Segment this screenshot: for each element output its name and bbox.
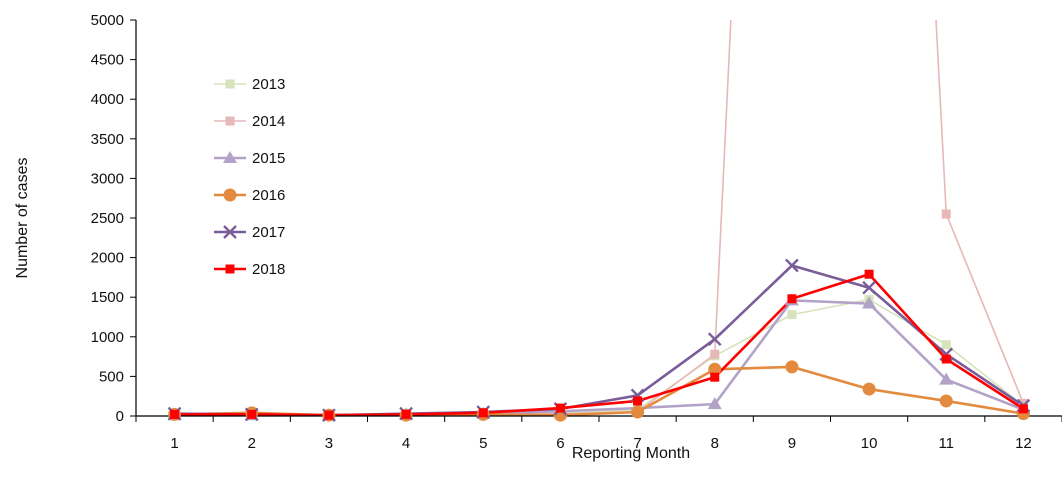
legend-swatch-marker (223, 225, 237, 239)
legend-swatch-marker (225, 264, 235, 274)
data-point-2018 (324, 410, 334, 420)
legend-item-2015: 2015 (214, 150, 285, 167)
x-tick-label: 7 (633, 435, 641, 452)
data-point-2018 (941, 354, 951, 364)
data-point-2018 (864, 269, 874, 279)
legend-swatch-marker (223, 151, 237, 163)
x-tick-label: 9 (788, 435, 796, 452)
legend-label: 2018 (252, 261, 285, 278)
series-line-2015 (174, 299, 1024, 417)
data-point-2018 (401, 409, 411, 419)
y-tick-label: 0 (116, 408, 124, 425)
data-point-2016 (939, 394, 953, 408)
legend-item-2017: 2017 (214, 224, 285, 241)
legend-swatch-marker (225, 79, 235, 89)
data-point-2015 (862, 296, 877, 309)
y-axis-title: Number of cases (14, 158, 31, 279)
legend: 2013 2014 2015 2016 2017 2018 (214, 76, 285, 278)
data-point-2018 (170, 409, 180, 419)
legend-item-2013: 2013 (214, 76, 285, 93)
x-tick-label: 5 (479, 435, 487, 452)
data-point-2014 (941, 209, 951, 219)
series-line-2016 (174, 365, 1024, 417)
x-tick-label: 4 (402, 435, 410, 452)
y-tick-label: 1000 (91, 329, 124, 346)
legend-label: 2013 (252, 76, 285, 93)
data-point-2018 (710, 372, 720, 382)
y-tick-label: 4000 (91, 91, 124, 108)
data-point-2016 (631, 405, 645, 419)
data-point-2017 (707, 332, 722, 347)
x-tick-label: 12 (1015, 435, 1032, 452)
legend-item-2014: 2014 (214, 113, 285, 130)
x-tick-label: 2 (248, 435, 256, 452)
data-point-2015 (707, 397, 722, 410)
legend-item-2016: 2016 (214, 187, 285, 204)
legend-swatch-marker (223, 188, 237, 202)
legend-swatch-marker (225, 116, 235, 126)
x-tick-label: 11 (938, 435, 954, 452)
y-tick-label: 2500 (91, 210, 124, 227)
y-tick-label: 3000 (91, 170, 124, 187)
data-point-2018 (478, 408, 488, 418)
legend-item-2018: 2018 (214, 261, 285, 278)
y-tick-label: 1500 (91, 289, 124, 306)
data-point-2018 (555, 403, 565, 413)
x-tick-label: 8 (711, 435, 719, 452)
data-point-2018 (787, 294, 797, 304)
data-point-2013 (787, 310, 797, 320)
series-lines (174, 20, 1025, 417)
x-tick-label: 3 (325, 435, 333, 452)
data-point-2017 (862, 280, 876, 295)
data-point-2016 (862, 382, 876, 396)
legend-label: 2017 (252, 224, 285, 241)
y-tick-label: 4500 (91, 52, 124, 69)
legend-label: 2016 (252, 187, 285, 204)
data-point-2018 (1018, 404, 1028, 414)
series-line-2013 (174, 298, 1024, 417)
data-point-2015 (939, 372, 954, 385)
data-point-2017 (785, 258, 799, 273)
axes (130, 19, 1062, 422)
x-axis-title: Reporting Month (572, 445, 690, 462)
y-tick-label: 2000 (91, 250, 124, 267)
series-line-2018 (174, 272, 1025, 417)
data-point-2013 (941, 340, 951, 350)
tick-labels: 0 500 1000 1500 2000 2500 3000 3500 4000 4500 5000… (91, 12, 1032, 452)
series-markers (167, 209, 1031, 423)
data-point-2014 (710, 349, 720, 359)
data-point-2018 (247, 409, 257, 419)
y-tick-label: 500 (99, 368, 124, 385)
legend-label: 2015 (252, 150, 285, 167)
x-tick-label: 1 (170, 435, 178, 452)
data-point-2016 (785, 360, 799, 374)
legend-label: 2014 (252, 113, 285, 130)
y-tick-label: 5000 (91, 12, 124, 29)
series-line-2014 (174, 20, 1025, 417)
x-tick-label: 10 (861, 435, 878, 452)
data-point-2016 (708, 362, 722, 376)
data-point-2018 (633, 396, 643, 406)
y-tick-label: 3500 (91, 131, 124, 148)
x-tick-label: 6 (556, 435, 564, 452)
